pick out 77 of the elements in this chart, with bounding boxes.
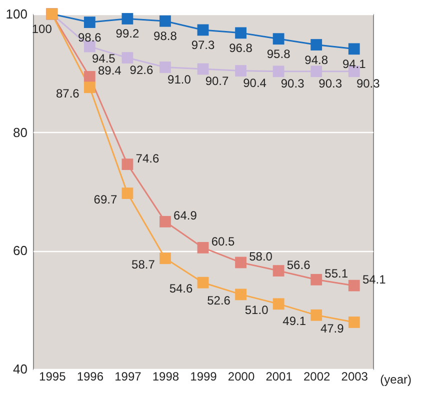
point bbox=[235, 288, 246, 300]
x-axis-title: (year) bbox=[380, 372, 412, 386]
x-tick-label: 2001 bbox=[266, 370, 293, 384]
data-label: 95.8 bbox=[266, 46, 291, 61]
point bbox=[310, 66, 322, 78]
data-label: 94.5 bbox=[92, 52, 116, 66]
point bbox=[84, 82, 96, 94]
data-label: 94.8 bbox=[304, 52, 328, 67]
y-tick-label: 80 bbox=[13, 124, 28, 140]
data-label: 90.4 bbox=[243, 76, 267, 90]
data-label: 56.6 bbox=[286, 258, 311, 272]
point bbox=[122, 158, 134, 170]
point bbox=[160, 15, 171, 27]
data-label: 58.0 bbox=[249, 250, 273, 264]
point bbox=[310, 274, 322, 286]
data-label: 98.8 bbox=[154, 29, 178, 44]
data-label: 90.3 bbox=[318, 76, 342, 90]
data-label: 89.4 bbox=[98, 64, 122, 78]
point bbox=[160, 62, 171, 73]
data-label: 91.0 bbox=[168, 72, 192, 86]
point bbox=[272, 66, 284, 78]
point bbox=[235, 256, 246, 268]
data-label: 47.9 bbox=[320, 321, 344, 336]
x-tick-label: 1996 bbox=[76, 370, 104, 384]
x-tick-label: 2000 bbox=[228, 370, 255, 384]
point bbox=[84, 16, 96, 28]
data-label: 87.6 bbox=[56, 86, 80, 100]
x-tick-label: 2002 bbox=[303, 370, 331, 384]
point bbox=[197, 242, 209, 254]
point bbox=[122, 13, 134, 24]
data-label: 94.1 bbox=[342, 56, 366, 71]
point bbox=[348, 280, 360, 292]
y-tick-label: 40 bbox=[13, 362, 28, 376]
data-label: 64.9 bbox=[174, 208, 198, 223]
point bbox=[197, 24, 209, 36]
data-label: 92.6 bbox=[130, 62, 154, 77]
point bbox=[235, 27, 246, 39]
x-tick-label: 1999 bbox=[190, 370, 218, 384]
point bbox=[348, 316, 360, 328]
point bbox=[348, 43, 360, 55]
data-label: 90.7 bbox=[205, 74, 229, 88]
data-label: 51.0 bbox=[244, 302, 269, 317]
x-tick-label: 1997 bbox=[114, 370, 142, 384]
data-label: 98.6 bbox=[78, 30, 102, 44]
data-label: 54.6 bbox=[169, 282, 193, 296]
x-tick-label: 1998 bbox=[152, 370, 180, 384]
point bbox=[84, 71, 96, 82]
point bbox=[272, 298, 284, 310]
data-label: 100 bbox=[32, 22, 52, 36]
point bbox=[197, 63, 209, 75]
data-label: 54.1 bbox=[362, 272, 386, 287]
point bbox=[160, 252, 171, 264]
data-label: 97.3 bbox=[191, 38, 215, 52]
x-tick-label: 2003 bbox=[341, 370, 368, 384]
data-label: 49.1 bbox=[282, 314, 306, 328]
point bbox=[197, 276, 209, 288]
point bbox=[310, 309, 322, 321]
point bbox=[122, 188, 134, 199]
point bbox=[235, 65, 246, 76]
y-tick-label: 60 bbox=[13, 243, 28, 258]
y-tick-label: 100 bbox=[6, 6, 28, 22]
data-label: 74.6 bbox=[136, 151, 160, 166]
point bbox=[122, 52, 134, 64]
data-label: 90.3 bbox=[356, 76, 380, 90]
data-label: 52.6 bbox=[207, 293, 231, 308]
point bbox=[272, 265, 284, 276]
data-label: 90.3 bbox=[280, 76, 305, 90]
point bbox=[272, 33, 284, 45]
point bbox=[160, 216, 171, 228]
data-label: 69.7 bbox=[94, 192, 118, 206]
data-label: 60.5 bbox=[211, 234, 235, 249]
data-label: 58.7 bbox=[132, 257, 156, 272]
data-label: 55.1 bbox=[324, 266, 348, 281]
data-label: 99.2 bbox=[116, 26, 140, 41]
x-tick-label: 1995 bbox=[39, 370, 66, 384]
point bbox=[310, 39, 322, 50]
data-label: 96.8 bbox=[229, 40, 253, 55]
